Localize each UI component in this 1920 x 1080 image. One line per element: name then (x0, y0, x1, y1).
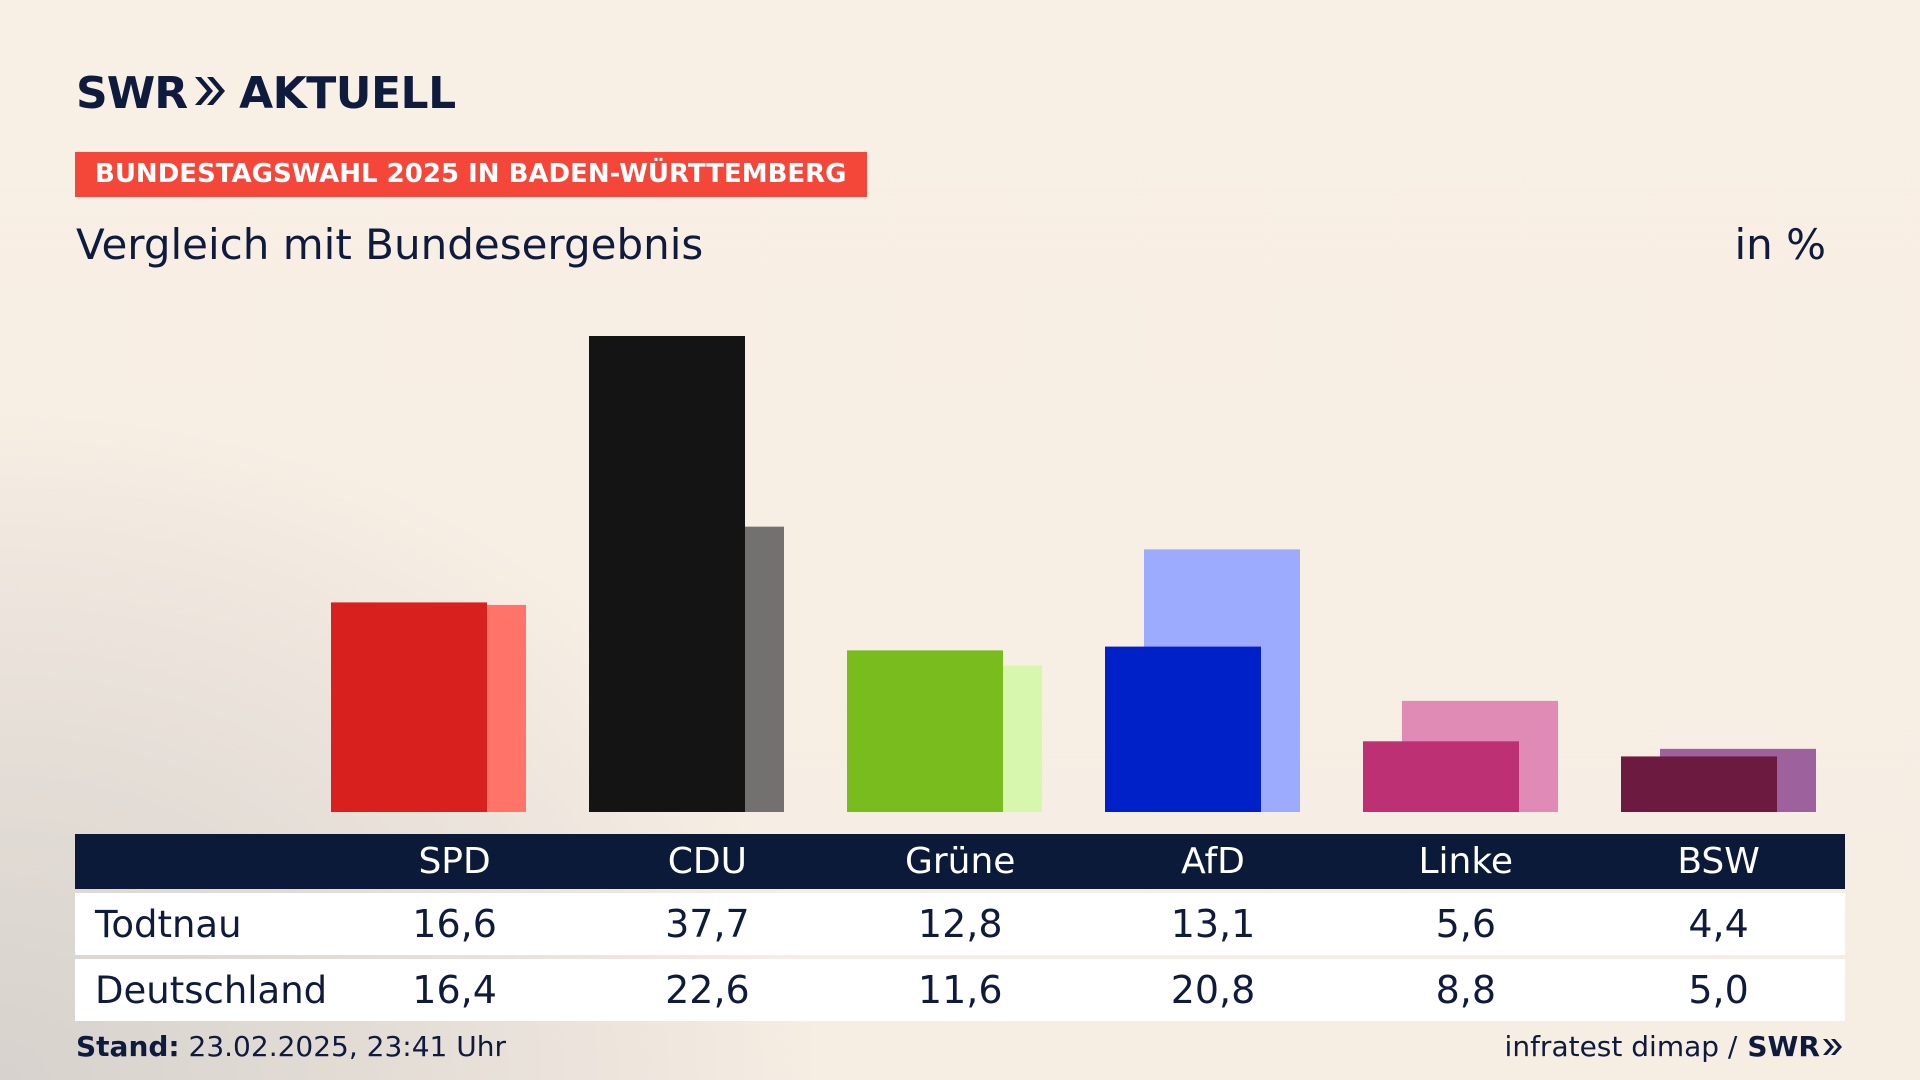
stand-label: Stand: (76, 1030, 180, 1063)
value-cell: 4,4 (1688, 902, 1749, 946)
value-cell: 13,1 (1170, 902, 1256, 946)
chart-subtitle: Vergleich mit Bundesergebnis (76, 220, 704, 269)
source-brand: SWR (1747, 1030, 1820, 1063)
value-cell: 8,8 (1435, 968, 1496, 1012)
timestamp: Stand: 23.02.2025, 23:41 Uhr (76, 1030, 506, 1063)
bar-todtnau-5 (1621, 756, 1777, 812)
table-row-todtnau: Todtnau 16,6 37,7 12,8 13,1 5,6 4,4 (75, 893, 1845, 955)
small-double-chevron-icon (1823, 1038, 1842, 1055)
bar-chart (331, 336, 1816, 812)
unit-label: in % (1734, 220, 1826, 269)
col-header-afd: AfD (1181, 841, 1245, 882)
results-table: SPD CDU Grüne AfD Linke BSW Todtnau 16,6… (75, 834, 1845, 1021)
source-credit: infratest dimap / SWR (1505, 1030, 1844, 1063)
bar-todtnau-1 (589, 336, 745, 812)
value-cell: 37,7 (665, 902, 750, 946)
logo-aktuell-text: AKTUELL (239, 67, 456, 119)
row-label: Todtnau (95, 902, 242, 946)
value-cell: 22,6 (665, 968, 750, 1012)
source-text: infratest dimap / (1504, 1030, 1738, 1063)
logo-swr-text: SWR (76, 67, 188, 119)
election-badge: BUNDESTAGSWAHL 2025 IN BADEN-WÜRTTEMBERG (75, 152, 867, 197)
double-chevron-icon (193, 74, 227, 112)
col-header-gruene: Grüne (904, 841, 1016, 882)
value-cell: 20,8 (1170, 968, 1256, 1012)
swr-aktuell-logo: SWR AKTUELL (76, 67, 456, 119)
bar-todtnau-3 (1105, 646, 1261, 812)
col-header-spd: SPD (418, 841, 491, 882)
col-header-linke: Linke (1418, 841, 1514, 882)
stand-value: 23.02.2025, 23:41 Uhr (188, 1030, 506, 1063)
table-row-deutschland: Deutschland 16,4 22,6 11,6 20,8 8,8 5,0 (75, 959, 1845, 1021)
value-cell: 5,6 (1435, 902, 1496, 946)
bar-todtnau-4 (1363, 741, 1519, 812)
value-cell: 11,6 (917, 968, 1003, 1012)
value-cell: 16,6 (412, 902, 497, 946)
value-cell: 16,4 (412, 968, 497, 1012)
row-label: Deutschland (95, 968, 328, 1012)
table-header: SPD CDU Grüne AfD Linke BSW (75, 834, 1845, 889)
col-header-cdu: CDU (667, 841, 747, 882)
col-header-bsw: BSW (1677, 841, 1760, 882)
value-cell: 5,0 (1688, 968, 1749, 1012)
value-cell: 12,8 (917, 902, 1003, 946)
bar-todtnau-0 (331, 602, 487, 812)
bar-todtnau-2 (847, 650, 1003, 812)
